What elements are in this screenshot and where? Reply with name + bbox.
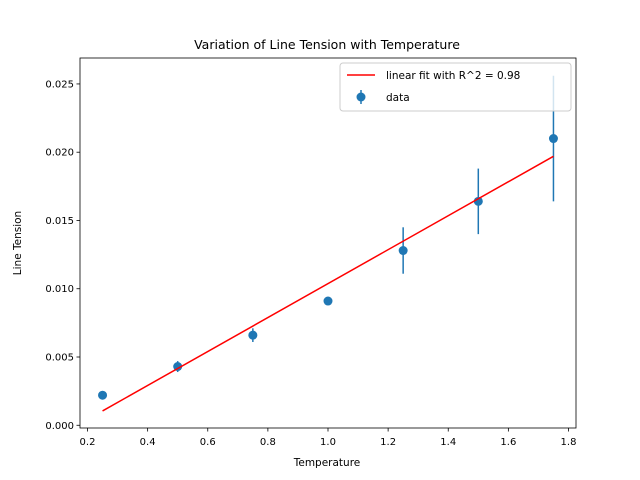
x-tick-label: 0.2	[80, 437, 96, 448]
data-point	[473, 196, 483, 206]
x-tick-label: 1.4	[440, 437, 456, 448]
chart-title: Variation of Line Tension with Temperatu…	[194, 37, 460, 52]
legend-data-label: data	[386, 92, 410, 104]
y-tick-label: 0.025	[45, 79, 74, 90]
y-tick-label: 0.005	[45, 353, 74, 364]
legend-box	[339, 62, 572, 112]
legend-fit-label: linear fit with R^2 = 0.98	[386, 70, 520, 82]
x-tick-label: 1.0	[320, 437, 336, 448]
y-axis-label: Line Tension	[12, 211, 24, 275]
y-tick-label: 0.010	[45, 284, 74, 295]
x-tick-label: 0.6	[200, 437, 216, 448]
data-point	[548, 134, 558, 144]
axes-frame	[79, 57, 577, 429]
fit-line	[102, 155, 554, 412]
x-tick-label: 0.8	[260, 437, 276, 448]
data-point	[173, 362, 183, 372]
data-point	[398, 246, 408, 256]
y-tick-label: 0.000	[45, 421, 74, 432]
x-tick-label: 1.8	[561, 437, 577, 448]
legend: linear fit with R^2 = 0.98 data	[339, 62, 572, 112]
x-tick-label: 0.4	[140, 437, 156, 448]
data-point	[98, 390, 108, 400]
x-axis-label: Temperature	[293, 457, 361, 469]
x-axis: 0.2 0.4 0.6 0.8 1.0 1.2 1.4 1.6 1.8	[80, 428, 577, 448]
data-point	[323, 296, 333, 306]
y-tick-label: 0.015	[45, 216, 74, 227]
x-tick-label: 1.2	[380, 437, 396, 448]
x-tick-label: 1.6	[500, 437, 516, 448]
legend-data-marker	[356, 92, 366, 102]
y-axis: 0.000 0.005 0.010 0.015 0.020 0.025	[45, 79, 80, 432]
y-tick-label: 0.020	[45, 148, 74, 159]
data-point	[248, 330, 258, 340]
